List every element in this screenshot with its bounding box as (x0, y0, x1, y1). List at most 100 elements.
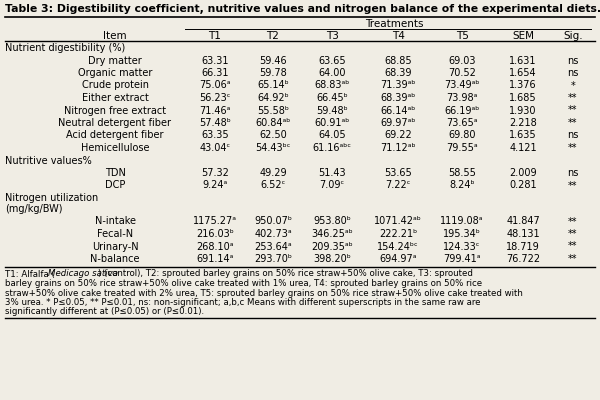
Text: **: ** (568, 106, 578, 116)
Text: 1.635: 1.635 (509, 130, 537, 140)
Text: Urinary-N: Urinary-N (92, 242, 139, 252)
Text: Organic matter: Organic matter (78, 68, 152, 78)
Text: 7.22ᶜ: 7.22ᶜ (385, 180, 410, 190)
Text: 70.52: 70.52 (448, 68, 476, 78)
Text: Neutral detergent fiber: Neutral detergent fiber (59, 118, 172, 128)
Text: 69.22: 69.22 (384, 130, 412, 140)
Text: 18.719: 18.719 (506, 242, 540, 252)
Text: (mg/kg/BW): (mg/kg/BW) (5, 204, 62, 214)
Text: 75.06ᵃ: 75.06ᵃ (199, 80, 231, 90)
Text: 69.97ᵃᵇ: 69.97ᵃᵇ (380, 118, 416, 128)
Text: **: ** (568, 143, 578, 153)
Text: **: ** (568, 242, 578, 252)
Text: 60.84ᵃᵇ: 60.84ᵃᵇ (256, 118, 290, 128)
Text: 69.80: 69.80 (448, 130, 476, 140)
Text: 59.48ᵇ: 59.48ᵇ (316, 106, 348, 116)
Text: 54.43ᵇᶜ: 54.43ᵇᶜ (256, 143, 290, 153)
Text: 66.45ᵇ: 66.45ᵇ (316, 93, 348, 103)
Text: 8.24ᵇ: 8.24ᵇ (449, 180, 475, 190)
Text: 950.07ᵇ: 950.07ᵇ (254, 216, 292, 226)
Text: Treatments: Treatments (365, 19, 423, 29)
Text: Medicago sativa: Medicago sativa (48, 270, 118, 278)
Text: 346.25ᵃᵇ: 346.25ᵃᵇ (311, 229, 353, 239)
Text: 68.83ᵃᵇ: 68.83ᵃᵇ (314, 80, 350, 90)
Text: Item: Item (103, 31, 127, 41)
Text: Nitrogen free extract: Nitrogen free extract (64, 106, 166, 116)
Text: Table 3: Digestibility coefficient, nutritive values and nitrogen balance of the: Table 3: Digestibility coefficient, nutr… (5, 4, 600, 14)
Text: 0.281: 0.281 (509, 180, 537, 190)
Text: 1175.27ᵃ: 1175.27ᵃ (193, 216, 237, 226)
Text: ns: ns (568, 130, 578, 140)
Text: Acid detergent fiber: Acid detergent fiber (66, 130, 164, 140)
Text: *: * (571, 80, 575, 90)
Text: **: ** (568, 216, 578, 226)
Text: 63.65: 63.65 (318, 56, 346, 66)
Text: **: ** (568, 229, 578, 239)
Text: Nutritive values%: Nutritive values% (5, 156, 92, 166)
Text: ns: ns (568, 68, 578, 78)
Text: 154.24ᵇᶜ: 154.24ᵇᶜ (377, 242, 419, 252)
Text: 53.65: 53.65 (384, 168, 412, 178)
Text: N-balance: N-balance (90, 254, 140, 264)
Text: Nutrient digestibility (%): Nutrient digestibility (%) (5, 43, 125, 53)
Text: 71.46ᵃ: 71.46ᵃ (199, 106, 230, 116)
Text: 1.930: 1.930 (509, 106, 537, 116)
Text: 6.52ᶜ: 6.52ᶜ (260, 180, 286, 190)
Text: Fecal-N: Fecal-N (97, 229, 133, 239)
Text: **: ** (568, 118, 578, 128)
Text: DCP: DCP (105, 180, 125, 190)
Text: T3: T3 (326, 31, 338, 41)
Text: ) (control), T2: sprouted barley grains on 50% rice straw+50% olive cake, T3: sp: ) (control), T2: sprouted barley grains … (98, 270, 473, 278)
Text: 73.49ᵃᵇ: 73.49ᵃᵇ (444, 80, 480, 90)
Text: T1: Alfalfa (: T1: Alfalfa ( (5, 270, 55, 278)
Text: 1119.08ᵃ: 1119.08ᵃ (440, 216, 484, 226)
Text: 55.58ᵇ: 55.58ᵇ (257, 106, 289, 116)
Text: 57.32: 57.32 (201, 168, 229, 178)
Text: 799.41ᵃ: 799.41ᵃ (443, 254, 481, 264)
Text: 49.29: 49.29 (259, 168, 287, 178)
Text: N-intake: N-intake (95, 216, 136, 226)
Text: 1.631: 1.631 (509, 56, 537, 66)
Text: 209.35ᵃᵇ: 209.35ᵃᵇ (311, 242, 353, 252)
Text: Hemicellulose: Hemicellulose (81, 143, 149, 153)
Text: T1: T1 (209, 31, 221, 41)
Text: 691.14ᵃ: 691.14ᵃ (196, 254, 233, 264)
Text: 195.34ᵇ: 195.34ᵇ (443, 229, 481, 239)
Text: 43.04ᶜ: 43.04ᶜ (199, 143, 230, 153)
Text: 73.65ᵃ: 73.65ᵃ (446, 118, 478, 128)
Text: significantly different at (P≤0.05) or (P≤0.01).: significantly different at (P≤0.05) or (… (5, 308, 204, 316)
Text: T2: T2 (266, 31, 280, 41)
Text: T4: T4 (392, 31, 404, 41)
Text: 71.12ᵃᵇ: 71.12ᵃᵇ (380, 143, 416, 153)
Text: 1.685: 1.685 (509, 93, 537, 103)
Text: 48.131: 48.131 (506, 229, 540, 239)
Text: 9.24ᵃ: 9.24ᵃ (202, 180, 227, 190)
Text: 253.64ᵃ: 253.64ᵃ (254, 242, 292, 252)
Text: 2.218: 2.218 (509, 118, 537, 128)
Text: 268.10ᵃ: 268.10ᵃ (196, 242, 234, 252)
Text: 63.31: 63.31 (201, 56, 229, 66)
Text: 124.33ᶜ: 124.33ᶜ (443, 242, 481, 252)
Text: 59.46: 59.46 (259, 56, 287, 66)
Text: Dry matter: Dry matter (88, 56, 142, 66)
Text: 402.73ᵃ: 402.73ᵃ (254, 229, 292, 239)
Text: 63.35: 63.35 (201, 130, 229, 140)
Text: Nitrogen utilization: Nitrogen utilization (5, 193, 98, 203)
Text: 65.14ᵇ: 65.14ᵇ (257, 80, 289, 90)
Text: 1071.42ᵃᵇ: 1071.42ᵃᵇ (374, 216, 422, 226)
Text: 56.23ᶜ: 56.23ᶜ (199, 93, 230, 103)
Text: 66.19ᵃᵇ: 66.19ᵃᵇ (445, 106, 479, 116)
Text: 69.03: 69.03 (448, 56, 476, 66)
Text: 79.55ᵃ: 79.55ᵃ (446, 143, 478, 153)
Text: 68.39ᵃᵇ: 68.39ᵃᵇ (380, 93, 416, 103)
Text: SEM: SEM (512, 31, 534, 41)
Text: 57.48ᵇ: 57.48ᵇ (199, 118, 231, 128)
Text: 222.21ᵇ: 222.21ᵇ (379, 229, 417, 239)
Text: 1.654: 1.654 (509, 68, 537, 78)
Text: 66.14ᵃᵇ: 66.14ᵃᵇ (380, 106, 416, 116)
Text: **: ** (568, 254, 578, 264)
Text: 62.50: 62.50 (259, 130, 287, 140)
Text: **: ** (568, 180, 578, 190)
Text: T5: T5 (455, 31, 469, 41)
Text: 76.722: 76.722 (506, 254, 540, 264)
